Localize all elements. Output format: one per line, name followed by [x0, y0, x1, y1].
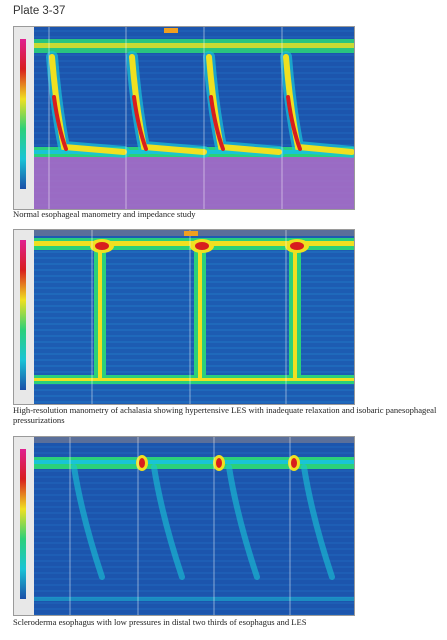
- figure-caption-achalasia: High-resolution manometry of achalasia s…: [13, 405, 437, 425]
- pressure-scale-bar: [20, 240, 26, 390]
- plate-title: Plate 3-37: [13, 5, 66, 17]
- normal-manometry-plot: [13, 26, 355, 210]
- achalasia-manometry-plot: [13, 229, 355, 405]
- pressure-scale-bar: [20, 39, 26, 189]
- scleroderma-manometry-plot: [13, 436, 355, 616]
- figure-caption-normal: Normal esophageal manometry and impedanc…: [13, 209, 196, 219]
- pressure-scale-bar: [20, 449, 26, 599]
- figure-caption-scleroderma: Scleroderma esophagus with low pressures…: [13, 617, 307, 627]
